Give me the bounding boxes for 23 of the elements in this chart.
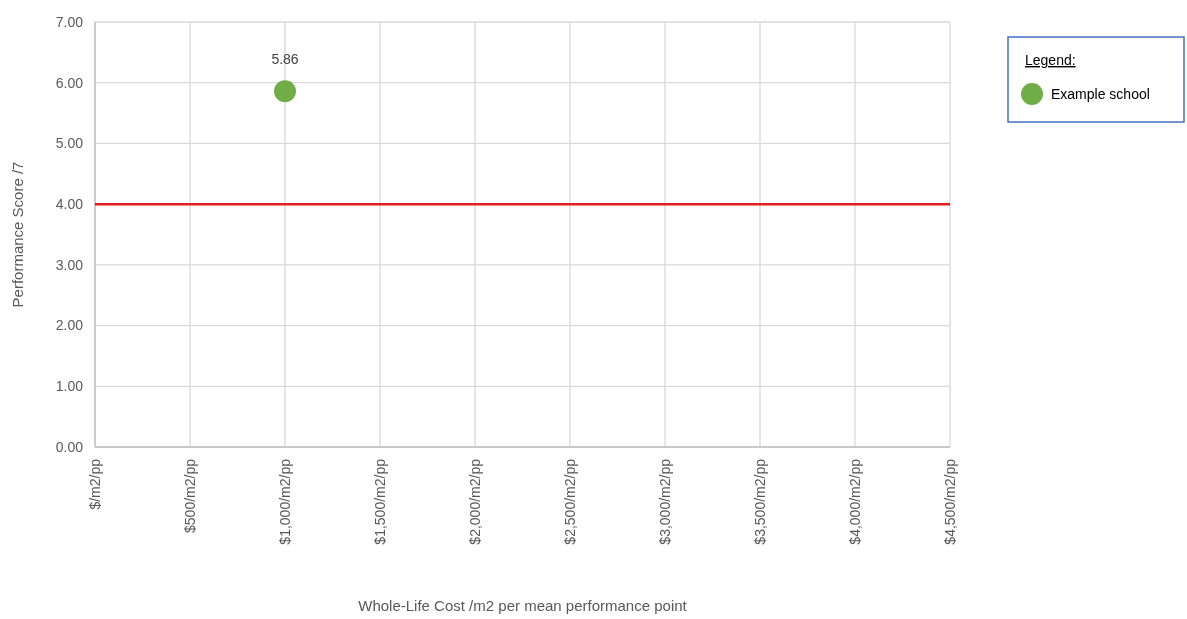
x-tick-label: $4,000/m2/pp (846, 458, 863, 545)
x-axis-title: Whole-Life Cost /m2 per mean performance point (358, 597, 688, 614)
y-tick-label: 2.00 (55, 317, 84, 334)
y-tick-label: 6.00 (55, 74, 84, 91)
y-tick-label: 5.00 (55, 135, 84, 152)
x-tick-label: $1,000/m2/pp (276, 458, 293, 545)
x-tick-label: $2,500/m2/pp (561, 458, 578, 545)
x-tick-label: $2,000/m2/pp (466, 458, 483, 545)
x-tick-label: $4,500/m2/pp (941, 458, 958, 545)
y-axis-title: Performance Score /7 (9, 161, 26, 308)
y-tick-label: 3.00 (55, 256, 84, 273)
legend-title: Legend: (1025, 52, 1076, 68)
legend-label: Example school (1051, 85, 1150, 102)
y-tick-label: 1.00 (55, 378, 84, 395)
data-label: 5.86 (271, 51, 299, 68)
x-tick-label: $3,000/m2/pp (656, 458, 673, 545)
x-tick-label: $500/m2/pp (181, 458, 198, 533)
x-tick-label: $3,500/m2/pp (751, 458, 768, 545)
x-tick-label: $/m2/pp (86, 458, 103, 510)
y-tick-label: 0.00 (55, 438, 84, 455)
y-tick-label: 7.00 (55, 13, 84, 30)
y-tick-label: 4.00 (55, 196, 84, 213)
x-tick-label: $1,500/m2/pp (371, 458, 388, 545)
